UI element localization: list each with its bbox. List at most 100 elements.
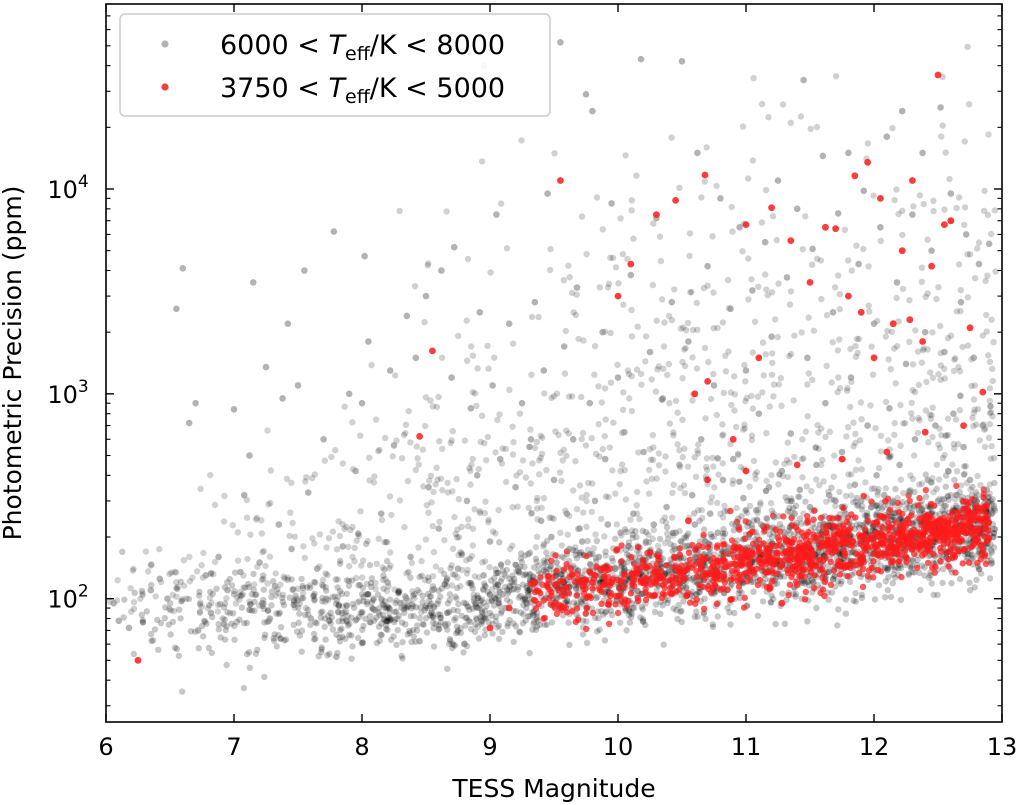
cloud-point: [530, 618, 538, 625]
cloud-point: [423, 502, 430, 509]
cloud-point: [972, 489, 980, 496]
cloud-point: [593, 537, 601, 545]
cloud-point: [281, 637, 288, 644]
cloud-point: [686, 252, 693, 260]
cloud-point: [510, 585, 518, 593]
cloud-point: [727, 507, 734, 515]
cloud-point: [784, 508, 792, 515]
cloud-point: [540, 557, 547, 565]
cloud-point: [177, 615, 184, 622]
cloud-point: [268, 588, 276, 595]
cloud-point: [853, 521, 860, 528]
cloud-point: [722, 558, 729, 565]
cloud-point: [574, 600, 581, 607]
cloud-point: [236, 616, 243, 623]
cloud-point: [454, 526, 461, 533]
cloud-point: [295, 604, 302, 611]
cloud-point: [525, 586, 532, 594]
cloud-point: [155, 646, 162, 653]
cloud-point: [512, 623, 519, 630]
data-point: [377, 510, 385, 517]
cloud-point: [272, 570, 279, 577]
cloud-point: [390, 633, 397, 640]
cloud-point: [504, 590, 511, 597]
cloud-point: [834, 622, 841, 629]
cloud-point: [453, 629, 460, 637]
cloud-point: [779, 101, 787, 108]
cloud-point: [937, 558, 944, 565]
cloud-point: [920, 345, 927, 352]
cloud-point: [795, 559, 803, 567]
cloud-point: [704, 543, 712, 551]
cloud-point: [617, 578, 625, 586]
cloud-point: [258, 517, 265, 524]
data-point: [480, 572, 487, 579]
cloud-point: [430, 488, 437, 496]
cloud-point: [975, 504, 982, 511]
cloud-point: [898, 573, 905, 581]
cloud-point: [908, 546, 916, 553]
cloud-point: [749, 405, 756, 412]
data-point: [970, 354, 978, 362]
cloud-point: [560, 554, 567, 562]
cloud-point: [466, 555, 473, 562]
cloud-point: [852, 590, 859, 597]
cloud-point: [462, 622, 469, 629]
cloud-point: [426, 603, 433, 610]
cloud-point: [343, 523, 350, 530]
cloud-point: [986, 397, 994, 405]
cloud-point: [892, 563, 899, 571]
cloud-point: [817, 532, 825, 539]
cloud-point: [748, 392, 755, 400]
cloud-point: [719, 514, 727, 521]
cloud-point: [676, 551, 684, 559]
data-point: [752, 507, 760, 514]
cloud-point: [878, 505, 886, 512]
data-point: [560, 343, 568, 350]
cloud-point: [573, 592, 581, 599]
data-point: [345, 390, 353, 398]
cloud-point: [354, 599, 361, 606]
cloud-point: [974, 491, 981, 499]
cloud-point: [506, 616, 513, 624]
cloud-point: [680, 482, 688, 489]
data-point: [778, 467, 786, 475]
cloud-point: [955, 194, 963, 201]
cloud-point: [546, 514, 553, 521]
cloud-point: [454, 629, 461, 636]
cloud-point: [416, 573, 423, 581]
cloud-point: [550, 393, 558, 400]
cloud-point: [358, 640, 365, 647]
cloud-point: [961, 463, 968, 470]
cloud-point: [836, 488, 843, 496]
cloud-point: [383, 617, 390, 624]
cloud-point: [916, 494, 923, 502]
cloud-point: [685, 530, 692, 537]
data-point: [979, 422, 987, 429]
cloud-point: [399, 655, 406, 662]
cloud-point: [179, 596, 186, 603]
data-point: [800, 76, 807, 84]
cloud-point: [496, 539, 503, 546]
cloud-point: [909, 361, 917, 368]
cloud-point: [366, 477, 373, 484]
data-point: [371, 606, 379, 614]
data-point: [604, 521, 612, 528]
cloud-point: [290, 598, 298, 605]
cloud-point: [777, 563, 784, 571]
cloud-point: [465, 603, 472, 610]
cloud-point: [312, 619, 319, 626]
cloud-point: [835, 514, 842, 522]
data-point: [676, 461, 683, 469]
cloud-point: [969, 483, 976, 490]
cloud-point: [515, 583, 522, 591]
cloud-point: [767, 598, 774, 606]
cloud-point: [457, 583, 464, 590]
data-point: [397, 599, 404, 607]
cloud-point: [595, 383, 602, 390]
data-point: [429, 347, 436, 355]
cloud-point: [433, 403, 441, 411]
cloud-point: [630, 574, 637, 581]
cloud-point: [541, 621, 548, 628]
cloud-point: [371, 617, 378, 624]
